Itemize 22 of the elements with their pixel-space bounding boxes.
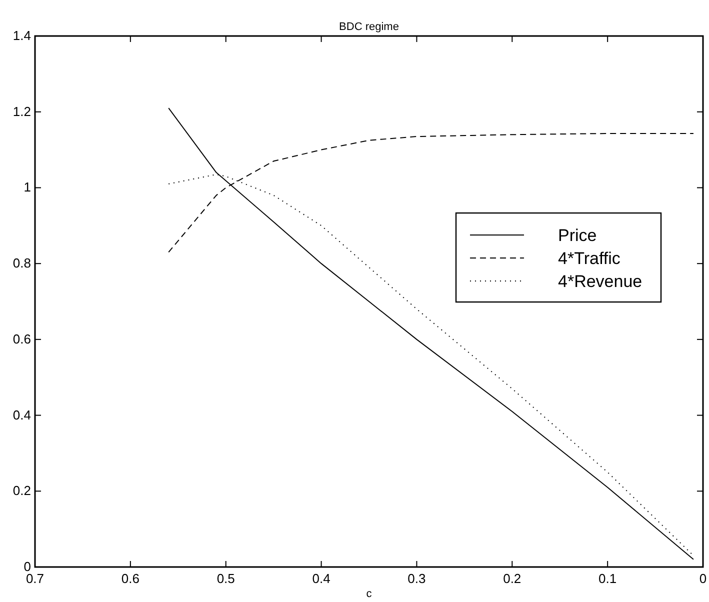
- x-tick-label: 0.5: [216, 571, 235, 586]
- x-axis-title: c: [366, 588, 372, 600]
- line-series: [168, 108, 694, 560]
- legend-label: 4*Traffic: [558, 249, 621, 268]
- y-tick-label: 0.4: [12, 407, 31, 422]
- y-tick-label: 1: [24, 180, 31, 195]
- y-tick-label: 0.2: [12, 483, 31, 498]
- x-tick-label: 0: [699, 571, 707, 586]
- x-tick-label: 0.1: [598, 571, 617, 586]
- y-tick-label: 1.4: [12, 28, 31, 43]
- x-tick-label: 0.3: [408, 571, 426, 586]
- legend-label: Price: [558, 226, 597, 245]
- y-tick-label: 0: [24, 559, 31, 574]
- legend-label: 4*Revenue: [558, 272, 642, 291]
- y-tick-label: 0.6: [12, 331, 31, 346]
- x-tick-label: 0.6: [121, 571, 140, 586]
- y-tick-label: 1.2: [12, 104, 31, 119]
- chart-title: BDC regime: [339, 21, 399, 33]
- x-tick-label: 0.7: [26, 571, 44, 586]
- x-tick-label: 0.4: [312, 571, 330, 586]
- y-tick-label: 0.8: [12, 256, 31, 271]
- x-tick-label: 0.2: [503, 571, 522, 586]
